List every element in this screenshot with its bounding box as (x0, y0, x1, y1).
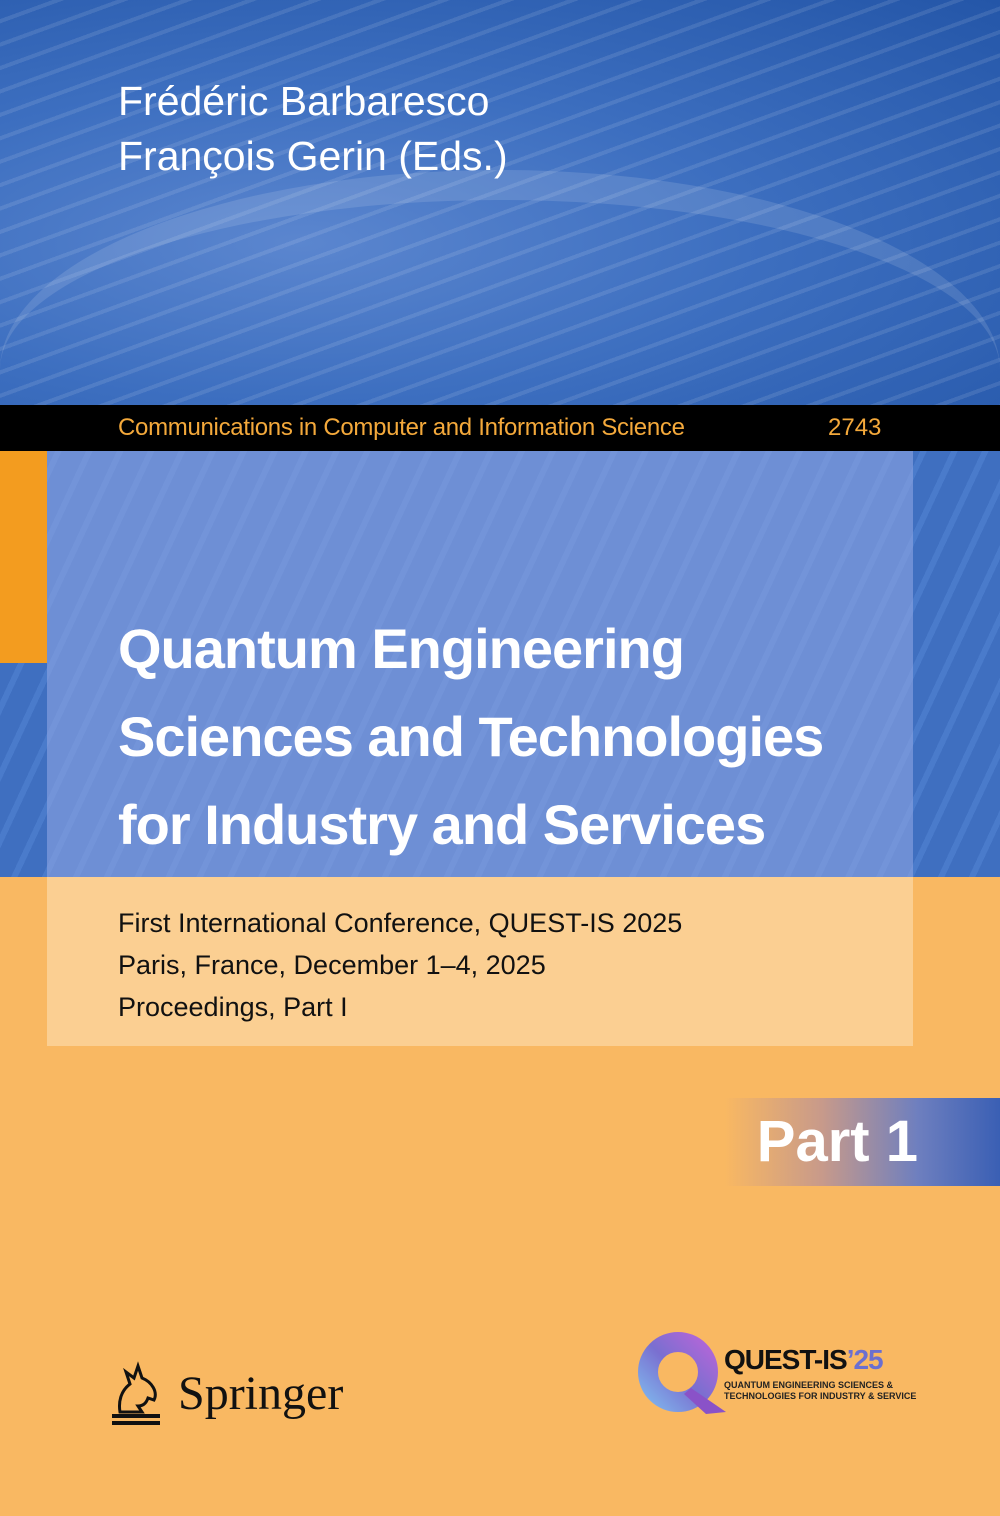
editors: Frédéric Barbaresco François Gerin (Eds.… (118, 74, 918, 184)
springer-horse-icon (112, 1361, 160, 1425)
title-line: Sciences and Technologies (118, 705, 824, 768)
editor-name: Frédéric Barbaresco (118, 78, 490, 124)
springer-logo: Springer (108, 1360, 343, 1426)
subtitle-line: Proceedings, Part I (118, 992, 348, 1022)
title-line: Quantum Engineering (118, 617, 685, 680)
conference-tagline: QUANTUM ENGINEERING SCIENCES & TECHNOLOG… (724, 1380, 917, 1401)
book-title: Quantum Engineering Sciences and Technol… (118, 605, 908, 869)
subtitle-line: Paris, France, December 1–4, 2025 (118, 950, 546, 980)
subtitle-line: First International Conference, QUEST-IS… (118, 908, 683, 938)
book-subtitle: First International Conference, QUEST-IS… (118, 902, 898, 1028)
orange-tab (0, 451, 47, 663)
part-label: Part 1 (756, 1109, 918, 1174)
part-banner: Part 1 (725, 1098, 1000, 1186)
publisher-name: Springer (178, 1366, 344, 1420)
conference-name: QUEST-IS’25 (724, 1344, 884, 1375)
series-name: Communications in Computer and Informati… (118, 414, 685, 441)
quest-q-icon (638, 1332, 726, 1414)
decorative-arc (0, 170, 1000, 405)
conference-logo: QUEST-IS’25 QUANTUM ENGINEERING SCIENCES… (636, 1330, 926, 1415)
title-panel (47, 451, 913, 877)
title-line: for Industry and Services (118, 793, 766, 856)
subtitle-panel (47, 877, 913, 1046)
series-band: Communications in Computer and Informati… (0, 405, 1000, 451)
series-volume: 2743 (828, 414, 882, 441)
cover-top-image (0, 0, 1000, 405)
editor-name: François Gerin (Eds.) (118, 133, 508, 179)
